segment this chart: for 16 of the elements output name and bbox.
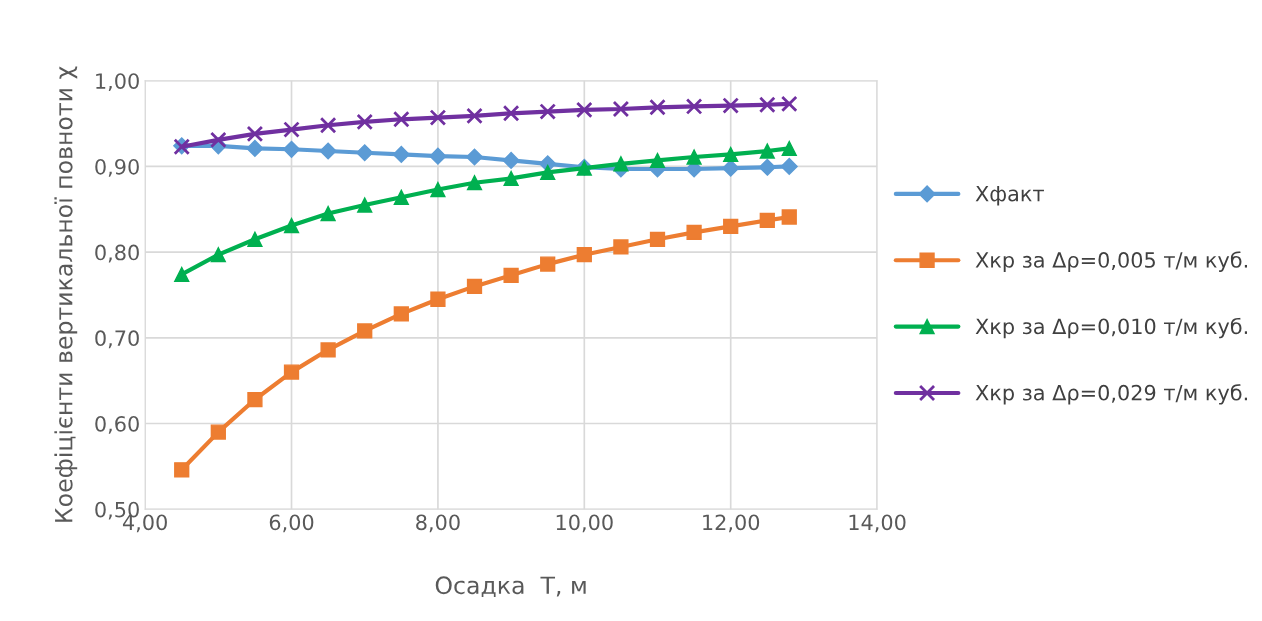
x-tick-label: 10,00 xyxy=(556,514,613,533)
y-axis-title: Коефіцієнти вертикальної повноти χ xyxy=(54,66,78,522)
y-tick-label: 0,80 xyxy=(95,244,139,263)
y-tick-label: 0,70 xyxy=(95,330,139,349)
y-tick-label: 0,60 xyxy=(95,415,139,434)
y-tick-label: 1,00 xyxy=(96,73,139,92)
x-tick-label: 6,00 xyxy=(269,514,314,533)
x-axis-title: Осадка T, м xyxy=(435,576,586,598)
x-tick-label: 8,00 xyxy=(416,514,460,533)
legend-label: Xфакт xyxy=(975,186,1044,206)
y-tick-label: 0,90 xyxy=(95,158,139,177)
legend-label: Xкр за Δρ=0,010 т/м куб. xyxy=(975,317,1247,339)
legend-label: Xкр за Δρ=0,005 т/м куб. xyxy=(975,251,1247,272)
x-tick-label: 14,00 xyxy=(849,514,906,533)
x-tick-label: 12,00 xyxy=(703,514,760,533)
legend-label: Xкр за Δρ=0,029 т/м куб. xyxy=(975,384,1247,405)
